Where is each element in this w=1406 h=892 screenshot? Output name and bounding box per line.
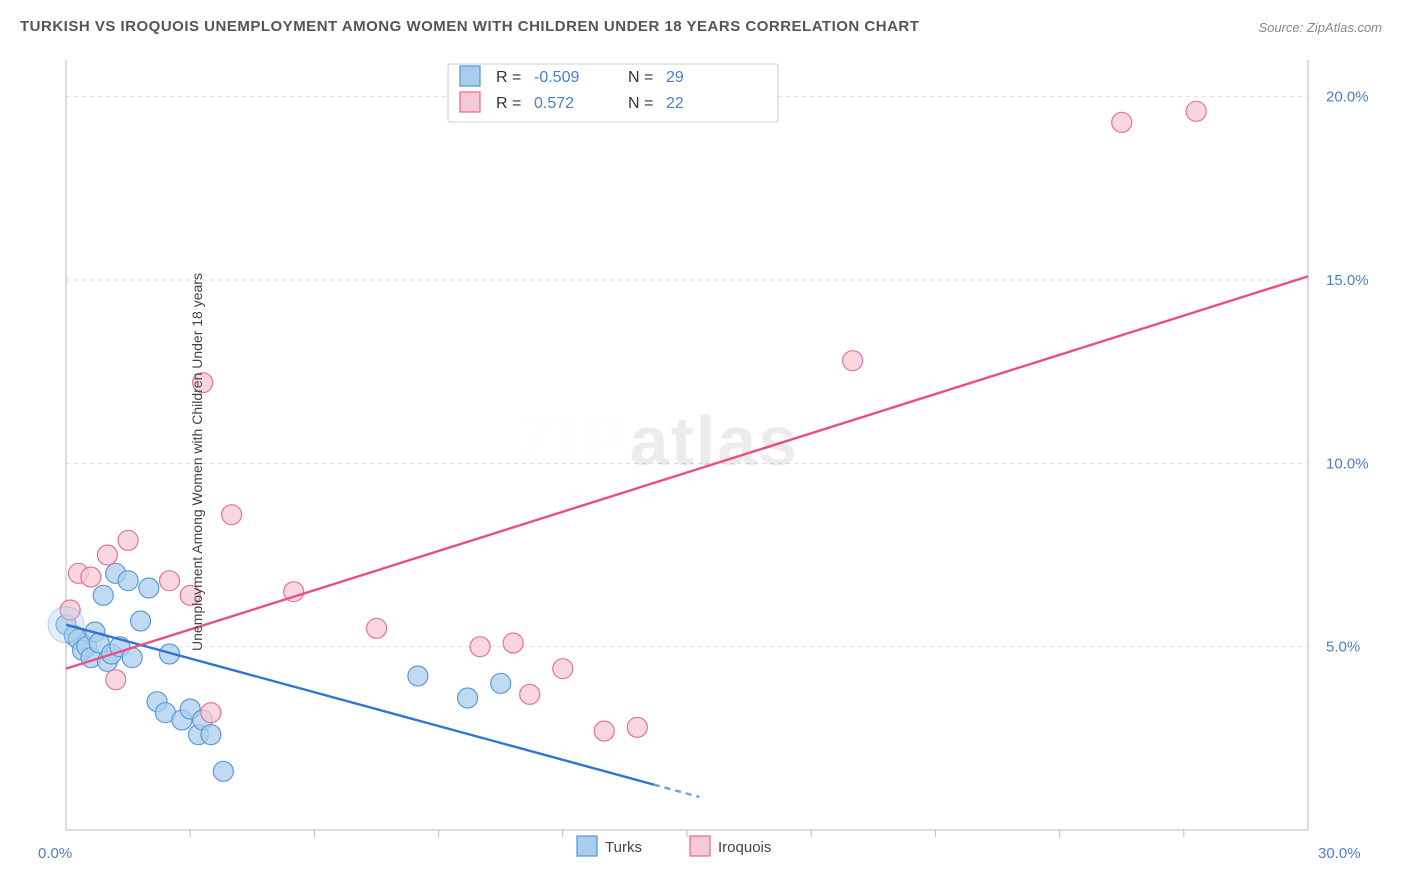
y-tick-label: 5.0% [1326,639,1360,656]
legend-swatch [460,66,480,86]
watermark: ZIPatlas [515,402,799,480]
data-point [408,666,428,686]
legend-series-label: Turks [605,839,642,856]
legend-n-label: N = [628,69,653,86]
source-attribution: Source: ZipAtlas.com [1258,20,1382,35]
data-point [118,571,138,591]
data-point [222,505,242,525]
chart-container: Unemployment Among Women with Children U… [18,50,1388,874]
legend-r-value: 0.572 [534,95,574,112]
data-point [106,670,126,690]
data-point [594,721,614,741]
data-point [131,611,151,631]
data-point [553,659,573,679]
legend-r-label: R = [496,95,521,112]
data-point [81,567,101,587]
data-point [213,761,233,781]
x-end-label: 30.0% [1318,845,1361,862]
data-point [93,585,113,605]
data-point [1112,112,1132,132]
data-point [201,703,221,723]
trend-line-dashed [654,785,700,797]
legend-n-value: 29 [666,69,684,86]
data-point [470,637,490,657]
data-point [97,545,117,565]
data-point [503,633,523,653]
data-point [627,717,647,737]
y-tick-label: 15.0% [1326,272,1369,289]
legend-r-value: -0.509 [534,69,579,86]
data-point [1186,101,1206,121]
data-point [367,618,387,638]
legend-n-value: 22 [666,95,684,112]
y-axis-label: Unemployment Among Women with Children U… [189,273,205,651]
data-point [458,688,478,708]
y-tick-label: 20.0% [1326,89,1369,106]
legend-swatch [460,92,480,112]
legend-swatch [690,836,710,856]
data-point [491,673,511,693]
y-tick-label: 10.0% [1326,455,1369,472]
x-origin-label: 0.0% [38,845,72,862]
legend-r-label: R = [496,69,521,86]
chart-title: TURKISH VS IROQUOIS UNEMPLOYMENT AMONG W… [20,18,919,35]
data-point [118,530,138,550]
legend-n-label: N = [628,95,653,112]
data-point [160,571,180,591]
trend-line [66,276,1308,668]
legend-swatch [577,836,597,856]
data-point [139,578,159,598]
data-point [201,725,221,745]
legend-series-label: Iroquois [718,839,771,856]
data-point [843,351,863,371]
scatter-chart: 5.0% 10.0% 15.0% 20.0% ZIPatlas 0.0% 30.0% R =-… [18,50,1388,874]
data-point [520,684,540,704]
